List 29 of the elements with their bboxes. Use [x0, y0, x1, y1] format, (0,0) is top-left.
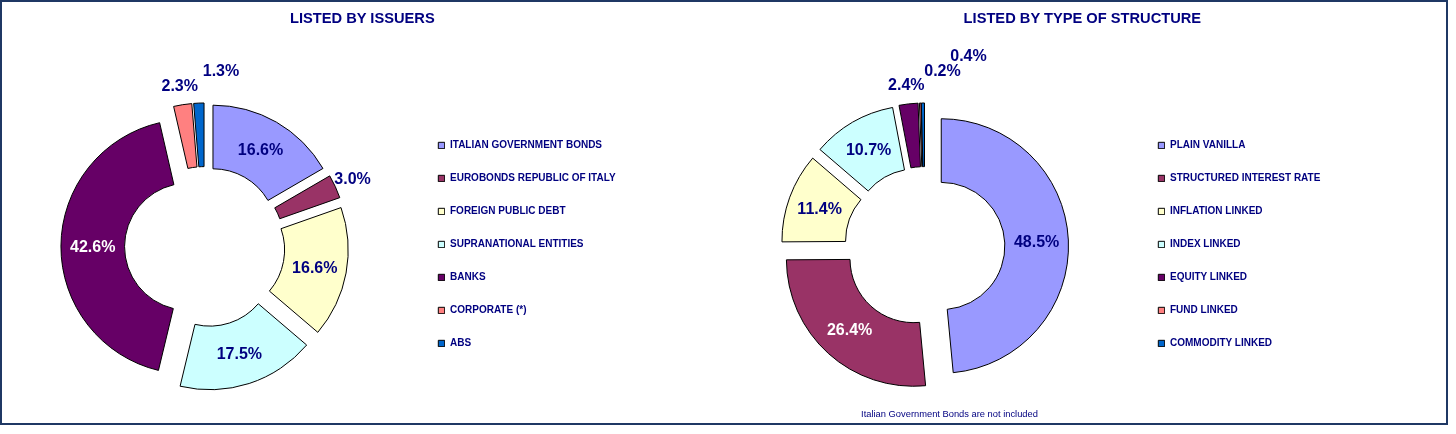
data-label: 1.3%	[202, 61, 240, 79]
legend-label: EUROBONDS REPUBLIC OF ITALY	[450, 172, 616, 183]
legend-label: STRUCTURED INTEREST RATE	[1170, 172, 1321, 183]
data-label: 16.6%	[292, 258, 338, 276]
legend-label: INDEX LINKED	[1170, 238, 1241, 249]
data-label: 10.7%	[845, 141, 892, 159]
legend-label: BANKS	[450, 271, 486, 282]
data-label: 2.4%	[888, 76, 925, 94]
data-label: 2.3%	[161, 77, 198, 95]
data-label: 16.6%	[237, 141, 284, 159]
legend-label: ITALIAN GOVERNMENT BONDS	[450, 139, 603, 150]
data-label: 3.0%	[334, 170, 371, 188]
chart-title: LISTED BY TYPE OF STRUCTURE	[963, 9, 1202, 26]
data-label: 11.4%	[797, 199, 842, 217]
data-label: 26.4%	[826, 321, 873, 339]
chart-title: LISTED BY ISSUERS	[290, 9, 435, 26]
legend-label: PLAIN VANILLA	[1170, 139, 1246, 150]
legend-label: CORPORATE (*)	[450, 304, 527, 315]
data-label: 48.5%	[1013, 232, 1060, 250]
legend-label: FOREIGN PUBLIC DEBT	[450, 205, 566, 216]
data-label: 42.6%	[70, 237, 116, 255]
legend-label: INFLATION LINKED	[1170, 205, 1263, 216]
data-label: 17.5%	[216, 344, 263, 362]
legend-label: COMMODITY LINKED	[1170, 337, 1273, 348]
legend-label: SUPRANATIONAL ENTITIES	[450, 238, 584, 249]
legend-label: EQUITY LINKED	[1170, 271, 1248, 282]
text: Italian Government Bonds are not included	[861, 408, 1038, 419]
legend-label: ABS	[450, 337, 472, 348]
legend-label: FUND LINKED	[1170, 304, 1238, 315]
